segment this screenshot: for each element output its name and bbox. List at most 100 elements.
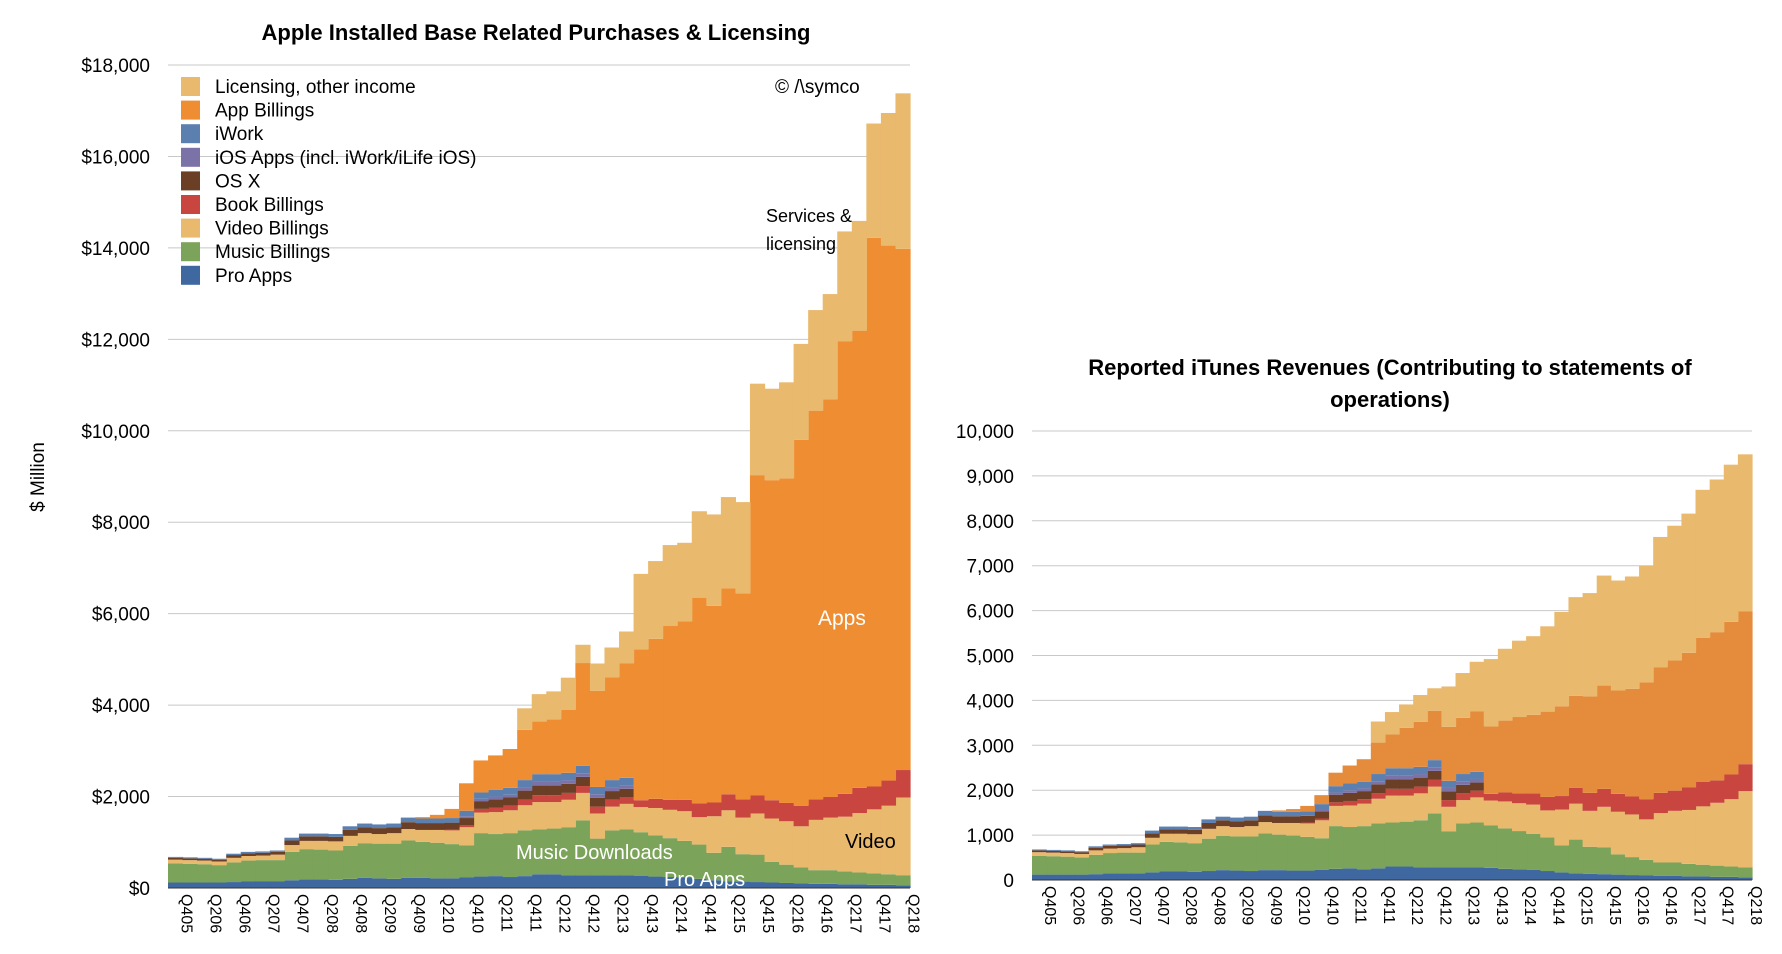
- right-segment-r_itunes_app: [1427, 710, 1443, 761]
- left-segment-proapps: [269, 881, 285, 888]
- right-segment-r_itunes_app: [1639, 682, 1654, 800]
- left-segment-iwork: [197, 857, 213, 859]
- left-segment-music: [604, 830, 620, 876]
- left-segment-video: [706, 816, 722, 853]
- right-segment-proapps: [1144, 872, 1160, 880]
- left-segment-music: [662, 838, 678, 878]
- right-segment-music: [1469, 822, 1485, 868]
- right-segment-r_itunes_app: [1286, 809, 1301, 812]
- right-segment-iwork: [1088, 846, 1104, 848]
- right-x-tick-label: Q218: [1747, 886, 1764, 925]
- right-segment-book: [1709, 780, 1725, 803]
- left-segment-app: [880, 245, 897, 781]
- legend-item: OS X: [181, 171, 261, 192]
- legend-item: Pro Apps: [181, 265, 292, 287]
- right-segment-licensing: [1624, 576, 1640, 689]
- left-series-osx: [168, 776, 635, 862]
- left-segment-app: [735, 593, 751, 800]
- right-segment-video: [1737, 791, 1753, 868]
- right-segment-music: [1455, 823, 1471, 868]
- left-segment-book: [808, 799, 824, 820]
- right-segment-music: [1314, 838, 1330, 870]
- right-x-tick-label: Q411: [1380, 886, 1397, 924]
- left-segment-proapps: [851, 884, 867, 888]
- left-segment-app: [531, 721, 547, 775]
- legend-swatch-licensing: [181, 77, 200, 96]
- left-segment-video: [488, 812, 504, 835]
- left-segment-osx: [211, 859, 227, 862]
- left-segment-book: [822, 797, 838, 818]
- left-segment-video: [749, 813, 766, 855]
- right-segment-music: [1596, 847, 1612, 875]
- right-segment-video: [1314, 820, 1330, 839]
- pro-apps-annotation: Pro Apps: [664, 869, 745, 891]
- left-segment-music: [240, 860, 256, 882]
- left-segment-proapps: [415, 877, 431, 888]
- right-x-tick-label: Q212: [1408, 886, 1425, 925]
- left-segment-proapps: [284, 880, 300, 888]
- right-segment-proapps: [1243, 871, 1259, 880]
- left-segment-proapps: [633, 875, 649, 888]
- left-segment-video: [473, 812, 489, 834]
- right-segment-licensing: [1370, 721, 1386, 743]
- right-x-tick-label: Q407: [1154, 886, 1171, 925]
- left-segment-video: [720, 810, 737, 847]
- right-segment-video: [1130, 847, 1146, 853]
- right-segment-osx: [1413, 777, 1428, 787]
- left-segment-video: [691, 817, 707, 845]
- left-segment-book: [735, 799, 751, 818]
- left-segment-music: [808, 870, 824, 884]
- left-segment-app: [764, 480, 780, 801]
- left-segment-proapps: [328, 879, 344, 888]
- left-segment-proapps: [648, 876, 664, 888]
- right-segment-proapps: [1102, 873, 1118, 880]
- right-segment-osx: [1469, 782, 1485, 791]
- left-segment-video: [735, 817, 751, 855]
- right-segment-video: [1540, 810, 1555, 838]
- left-segment-music: [619, 829, 635, 876]
- left-segment-licensing: [575, 644, 591, 664]
- right-segment-music: [1032, 855, 1047, 875]
- left-segment-book: [444, 829, 460, 831]
- left-segment-video: [182, 860, 198, 864]
- left-segment-video: [168, 859, 184, 864]
- right-segment-r_itunes_app: [1384, 734, 1400, 769]
- left-segment-proapps: [313, 879, 329, 888]
- right-segment-video: [1441, 806, 1457, 832]
- left-segment-osx: [269, 851, 285, 855]
- right-segment-proapps: [1483, 867, 1499, 880]
- right-segment-iosapps: [1469, 778, 1485, 783]
- right-segment-r_itunes_app: [1582, 696, 1598, 793]
- right-series-r_itunes_app: [1272, 611, 1753, 812]
- left-segment-app: [444, 808, 460, 819]
- right-segment-iosapps: [1314, 809, 1330, 812]
- left-x-tick-label: Q207: [265, 894, 282, 933]
- right-segment-iwork: [1257, 810, 1273, 816]
- right-segment-r_itunes_app: [1723, 621, 1739, 775]
- right-x-tick-label: Q214: [1521, 886, 1538, 925]
- left-segment-proapps: [211, 882, 227, 888]
- right-segment-licensing: [1441, 686, 1457, 727]
- left-segment-proapps: [589, 875, 606, 888]
- left-segment-iosapps: [619, 785, 635, 789]
- right-segment-proapps: [1201, 871, 1217, 880]
- left-segment-music: [779, 864, 795, 883]
- left-x-tick-label: Q210: [439, 894, 456, 933]
- left-segment-music: [866, 873, 882, 885]
- right-segment-music: [1060, 856, 1075, 875]
- left-segment-music: [546, 828, 562, 875]
- left-y-tick-label: $6,000: [92, 605, 150, 626]
- right-segment-iwork: [1159, 826, 1174, 830]
- right-segment-iosapps: [1441, 787, 1457, 792]
- left-segment-iwork: [619, 777, 635, 786]
- left-segment-proapps: [255, 881, 271, 888]
- right-segment-music: [1046, 856, 1061, 875]
- left-x-tick-label: Q406: [235, 894, 252, 933]
- right-x-tick-label: Q209: [1239, 886, 1256, 925]
- left-segment-book: [619, 797, 635, 804]
- right-segment-iwork: [1102, 844, 1118, 846]
- left-segment-video: [822, 817, 838, 871]
- left-segment-music: [342, 845, 358, 879]
- right-segment-r_itunes_app: [1667, 660, 1683, 791]
- right-segment-music: [1130, 852, 1146, 874]
